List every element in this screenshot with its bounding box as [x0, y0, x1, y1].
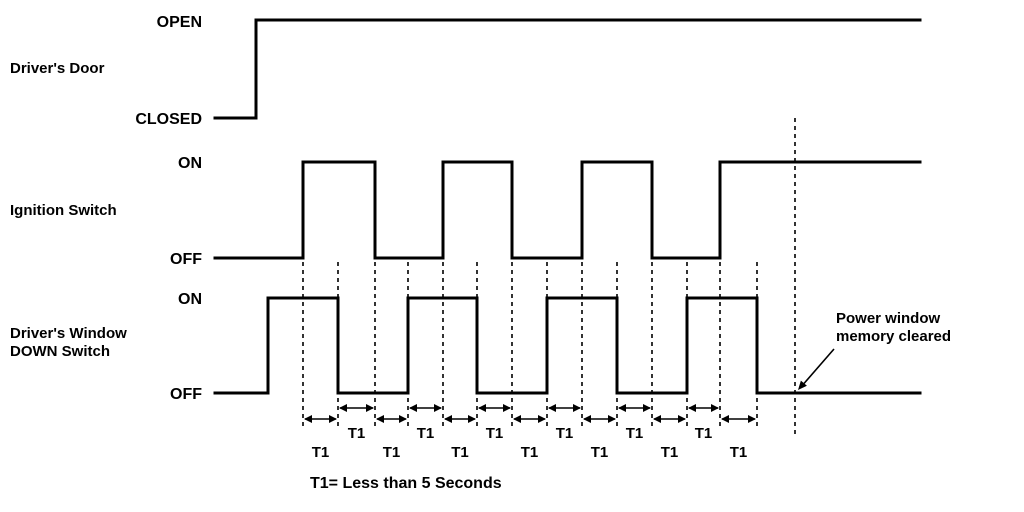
t1-arrowhead-left: [513, 415, 521, 423]
waveforms: [213, 18, 922, 395]
window-switch-off-label: OFF: [170, 386, 202, 403]
t1-label: T1: [591, 444, 609, 461]
t1-arrowhead-left: [444, 415, 452, 423]
t1-arrowhead-left: [653, 415, 661, 423]
t1-arrowhead-left: [721, 415, 729, 423]
t1-arrowhead-right: [608, 415, 616, 423]
t1-arrowhead-right: [711, 404, 719, 412]
door-open-label: OPEN: [157, 14, 202, 31]
t1-arrowhead-right: [366, 404, 374, 412]
window-switch-signal-name-line1: Driver's Window: [10, 325, 127, 342]
t1-label: T1: [417, 425, 435, 442]
t1-arrowhead-right: [434, 404, 442, 412]
t1-arrowhead-right: [748, 415, 756, 423]
t1-arrowhead-right: [329, 415, 337, 423]
t1-label: T1: [626, 425, 644, 442]
t1-label: T1: [695, 425, 713, 442]
t1-arrowhead-left: [548, 404, 556, 412]
t1-label: T1: [486, 425, 504, 442]
window-switch-waveform: [213, 296, 922, 395]
t1-arrowhead-right: [573, 404, 581, 412]
door-waveform: [213, 18, 922, 120]
window-switch-signal-name-line2: DOWN Switch: [10, 343, 110, 360]
t1-footnote: T1= Less than 5 Seconds: [310, 475, 502, 492]
t1-arrowhead-right: [678, 415, 686, 423]
memory-cleared-arrowhead: [798, 380, 807, 390]
t1-arrowhead-right: [643, 404, 651, 412]
t1-label: T1: [451, 444, 469, 461]
t1-arrowhead-left: [618, 404, 626, 412]
ignition-waveform: [213, 160, 922, 260]
window-switch-on-label: ON: [178, 291, 202, 308]
t1-intervals: T1 T1 T1 T1 T1 T1 T1 T1 T1 T1 T1 T1 T1: [304, 404, 756, 461]
timing-dashed-lines: [302, 262, 758, 428]
t1-label: T1: [730, 444, 748, 461]
t1-label: T1: [521, 444, 539, 461]
t1-label: T1: [661, 444, 679, 461]
ignition-signal-name: Ignition Switch: [10, 202, 117, 219]
memory-cleared-annotation: Power window memory cleared: [794, 118, 951, 437]
t1-arrowhead-left: [339, 404, 347, 412]
t1-arrowhead-right: [468, 415, 476, 423]
memory-cleared-text-line2: memory cleared: [836, 328, 951, 345]
door-signal-name: Driver's Door: [10, 60, 105, 77]
t1-arrowhead-left: [409, 404, 417, 412]
t1-label: T1: [383, 444, 401, 461]
t1-arrowhead-right: [503, 404, 511, 412]
t1-label: T1: [312, 444, 330, 461]
t1-arrowhead-right: [399, 415, 407, 423]
memory-cleared-text-line1: Power window: [836, 310, 941, 327]
ignition-off-label: OFF: [170, 251, 202, 268]
memory-cleared-arrow-line: [803, 348, 835, 385]
t1-arrowhead-left: [688, 404, 696, 412]
t1-arrowhead-left: [376, 415, 384, 423]
t1-arrowhead-left: [304, 415, 312, 423]
door-closed-label: CLOSED: [135, 111, 202, 128]
t1-arrowhead-right: [538, 415, 546, 423]
t1-arrowhead-left: [583, 415, 591, 423]
t1-label: T1: [556, 425, 574, 442]
signal-labels: Driver's Door OPEN CLOSED Ignition Switc…: [10, 14, 202, 403]
t1-label: T1: [348, 425, 366, 442]
ignition-on-label: ON: [178, 155, 202, 172]
t1-arrowhead-left: [478, 404, 486, 412]
